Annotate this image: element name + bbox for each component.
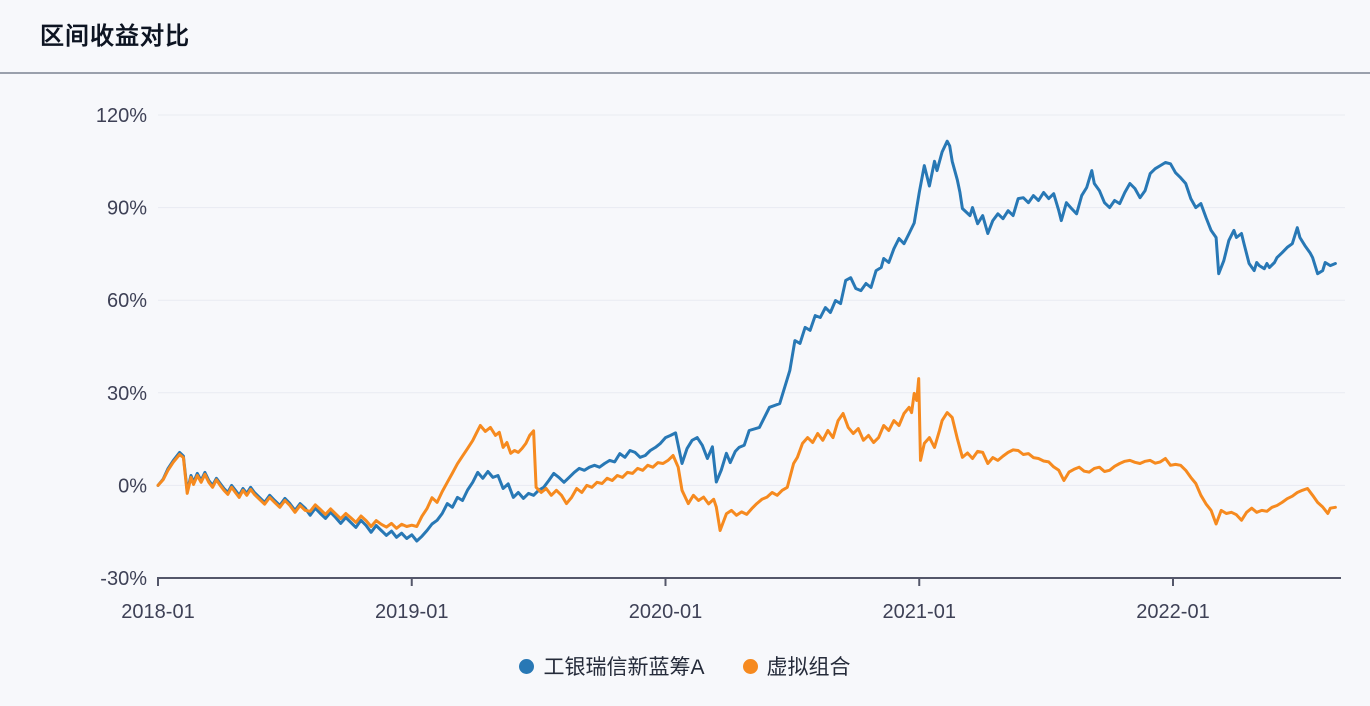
y-axis-label: -30% <box>100 568 147 590</box>
legend-label: 虚拟组合 <box>766 656 851 679</box>
x-axis-label: 2022-01 <box>1136 601 1209 623</box>
y-axis-label: 120% <box>96 105 147 127</box>
legend-dot-icon <box>742 658 758 674</box>
series-line-fund <box>156 139 1337 543</box>
y-axis-label: 90% <box>107 198 147 220</box>
title-divider <box>0 72 1370 74</box>
legend-label: 工银瑞信新蓝筹A <box>543 656 705 679</box>
x-axis-label: 2020-01 <box>629 601 702 623</box>
series-line-virtual-portfolio <box>156 377 1337 532</box>
y-axis-label: 30% <box>107 383 147 405</box>
y-axis-label: 60% <box>107 290 147 312</box>
legend-item-fund[interactable]: 工银瑞信新蓝筹A <box>519 651 705 681</box>
legend-item-virtual-portfolio[interactable]: 虚拟组合 <box>742 651 851 681</box>
x-axis-label: 2021-01 <box>883 601 956 623</box>
page-title: 区间收益对比 <box>40 23 190 50</box>
chart-legend: 工银瑞信新蓝筹A 虚拟组合 <box>0 651 1370 681</box>
legend-dot-icon <box>519 658 535 674</box>
x-axis-label: 2018-01 <box>121 601 194 623</box>
x-axis-label: 2019-01 <box>375 601 448 623</box>
y-axis-label: 0% <box>118 475 147 497</box>
